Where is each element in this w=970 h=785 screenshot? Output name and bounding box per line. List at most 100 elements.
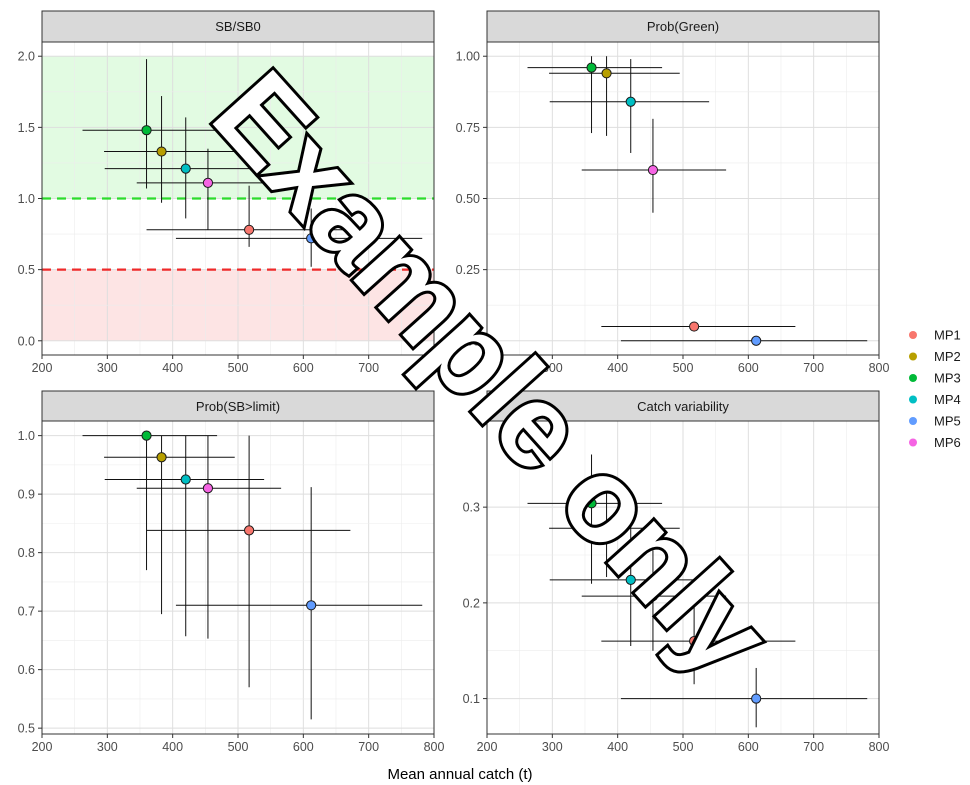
facet-title: Catch variability	[637, 399, 729, 414]
y-tick-label: 0.7	[18, 605, 35, 619]
y-tick-label: 0.9	[18, 488, 35, 502]
point-marker-MP4	[180, 474, 191, 485]
facet-title: SB/SB0	[215, 19, 261, 34]
x-tick-label: 600	[293, 361, 314, 375]
legend-key	[909, 331, 917, 339]
x-tick-label: 200	[32, 740, 53, 754]
point-marker-MP3	[586, 498, 597, 509]
x-tick-label: 300	[97, 740, 118, 754]
x-tick-label: 300	[542, 740, 563, 754]
legend-label: MP3	[934, 371, 961, 386]
point-marker-MP6	[202, 177, 214, 188]
x-tick-label: 400	[607, 740, 628, 754]
point-marker-MP1	[689, 636, 700, 647]
x-tick-label: 200	[32, 361, 53, 375]
point-marker-MP6	[202, 483, 214, 494]
y-tick-label: 0.6	[18, 663, 35, 677]
x-tick-label: 700	[358, 361, 379, 375]
x-tick-label: 800	[424, 361, 445, 375]
point-marker-MP3	[141, 125, 152, 136]
legend-key	[909, 374, 917, 382]
legend-label: MP1	[934, 328, 961, 343]
y-tick-label: 0.8	[18, 546, 35, 560]
y-tick-label: 0.50	[456, 192, 480, 206]
y-tick-label: 0.1	[463, 692, 480, 706]
point-marker-MP6	[647, 591, 659, 602]
x-tick-label: 800	[424, 740, 445, 754]
facet-panel-4: Catch variability 200 300 400 500 600 700 800 0.…	[463, 390, 890, 754]
y-tick-label: 0.75	[456, 121, 480, 135]
point-marker-MP5	[306, 233, 317, 244]
y-tick-label: 0.0	[18, 334, 35, 348]
y-tick-label: 1.0	[18, 192, 35, 206]
facet-panels: SB/SB0 200 300 400 500 600 700 800 0.0 0.5 1.0 1.5 2…	[18, 10, 890, 754]
facet-panel-3: Prob(SB>limit) 200 300 400 500 600 700 800 0.5 0.…	[18, 390, 445, 754]
facet-strip	[41, 390, 435, 422]
legend-label: MP6	[934, 435, 961, 450]
point-marker-MP1	[689, 321, 700, 332]
data-point-MP2	[104, 435, 235, 615]
legend-label: MP5	[934, 414, 961, 429]
y-tick-label: 2.0	[18, 50, 35, 64]
legend-key	[909, 395, 917, 404]
point-marker-MP1	[244, 525, 255, 536]
point-marker-MP2	[601, 68, 612, 79]
y-tick-label: 0.3	[463, 501, 480, 515]
x-tick-label: 600	[738, 740, 759, 754]
point-marker-MP5	[751, 693, 762, 704]
point-marker-MP5	[306, 600, 317, 611]
legend-item-MP4: MP4	[909, 392, 961, 407]
x-tick-label: 400	[607, 361, 628, 375]
facet-strip	[486, 390, 880, 422]
point-marker-MP2	[601, 523, 612, 534]
x-tick-label: 500	[228, 740, 249, 754]
grid-lines	[486, 421, 880, 734]
legend-key	[909, 417, 917, 425]
x-tick-label: 300	[97, 361, 118, 375]
legend-key	[909, 352, 917, 361]
x-tick-label: 700	[803, 361, 824, 375]
legend-label: MP2	[934, 349, 961, 364]
point-marker-MP3	[586, 62, 597, 73]
facet-strip	[486, 10, 880, 43]
legend-item-MP6: MP6	[909, 435, 961, 450]
x-tick-label: 800	[869, 361, 890, 375]
point-marker-MP6	[647, 164, 659, 176]
y-tick-label: 1.5	[18, 121, 35, 135]
y-tick-label: 0.00	[456, 334, 480, 348]
y-tick-label: 0.5	[18, 263, 35, 277]
x-tick-label: 700	[803, 740, 824, 754]
x-tick-label: 300	[542, 361, 563, 375]
legend-item-MP5: MP5	[909, 414, 961, 429]
x-tick-label: 700	[358, 740, 379, 754]
point-marker-MP4	[180, 163, 191, 174]
legend-item-MP2: MP2	[909, 349, 961, 364]
point-marker-MP2	[156, 452, 167, 463]
x-axis-title: Mean annual catch (t)	[387, 766, 532, 783]
point-marker-MP2	[156, 146, 167, 157]
x-tick-label: 800	[869, 740, 890, 754]
x-tick-label: 600	[293, 740, 314, 754]
x-tick-label: 500	[228, 361, 249, 375]
x-tick-label: 500	[673, 361, 694, 375]
facet-panel-1: SB/SB0 200 300 400 500 600 700 800 0.0 0.5 1.0 1.5 2…	[18, 10, 445, 375]
y-tick-label: 1.0	[18, 429, 35, 443]
point-marker-MP1	[244, 224, 255, 235]
y-tick-label: 0.25	[456, 263, 480, 277]
x-tick-label: 600	[738, 361, 759, 375]
point-marker-MP4	[625, 574, 636, 585]
facet-title: Prob(Green)	[647, 19, 719, 34]
x-tick-label: 200	[477, 740, 498, 754]
legend-item-MP3: MP3	[909, 371, 961, 386]
legend-label: MP4	[934, 392, 961, 407]
x-tick-label: 500	[673, 740, 694, 754]
point-marker-MP4	[625, 96, 636, 107]
point-marker-MP5	[751, 335, 762, 346]
x-tick-label: 400	[162, 361, 183, 375]
facet-panel-2: Prob(Green) 200 300 400 500 600 700 800 0.00 0.25…	[456, 10, 890, 375]
facet-title: Prob(SB>limit)	[196, 399, 280, 414]
facet-strip	[41, 10, 435, 43]
x-tick-label: 200	[477, 361, 498, 375]
legend: MP1 MP2 MP3 MP4 MP5 MP6	[909, 328, 961, 450]
